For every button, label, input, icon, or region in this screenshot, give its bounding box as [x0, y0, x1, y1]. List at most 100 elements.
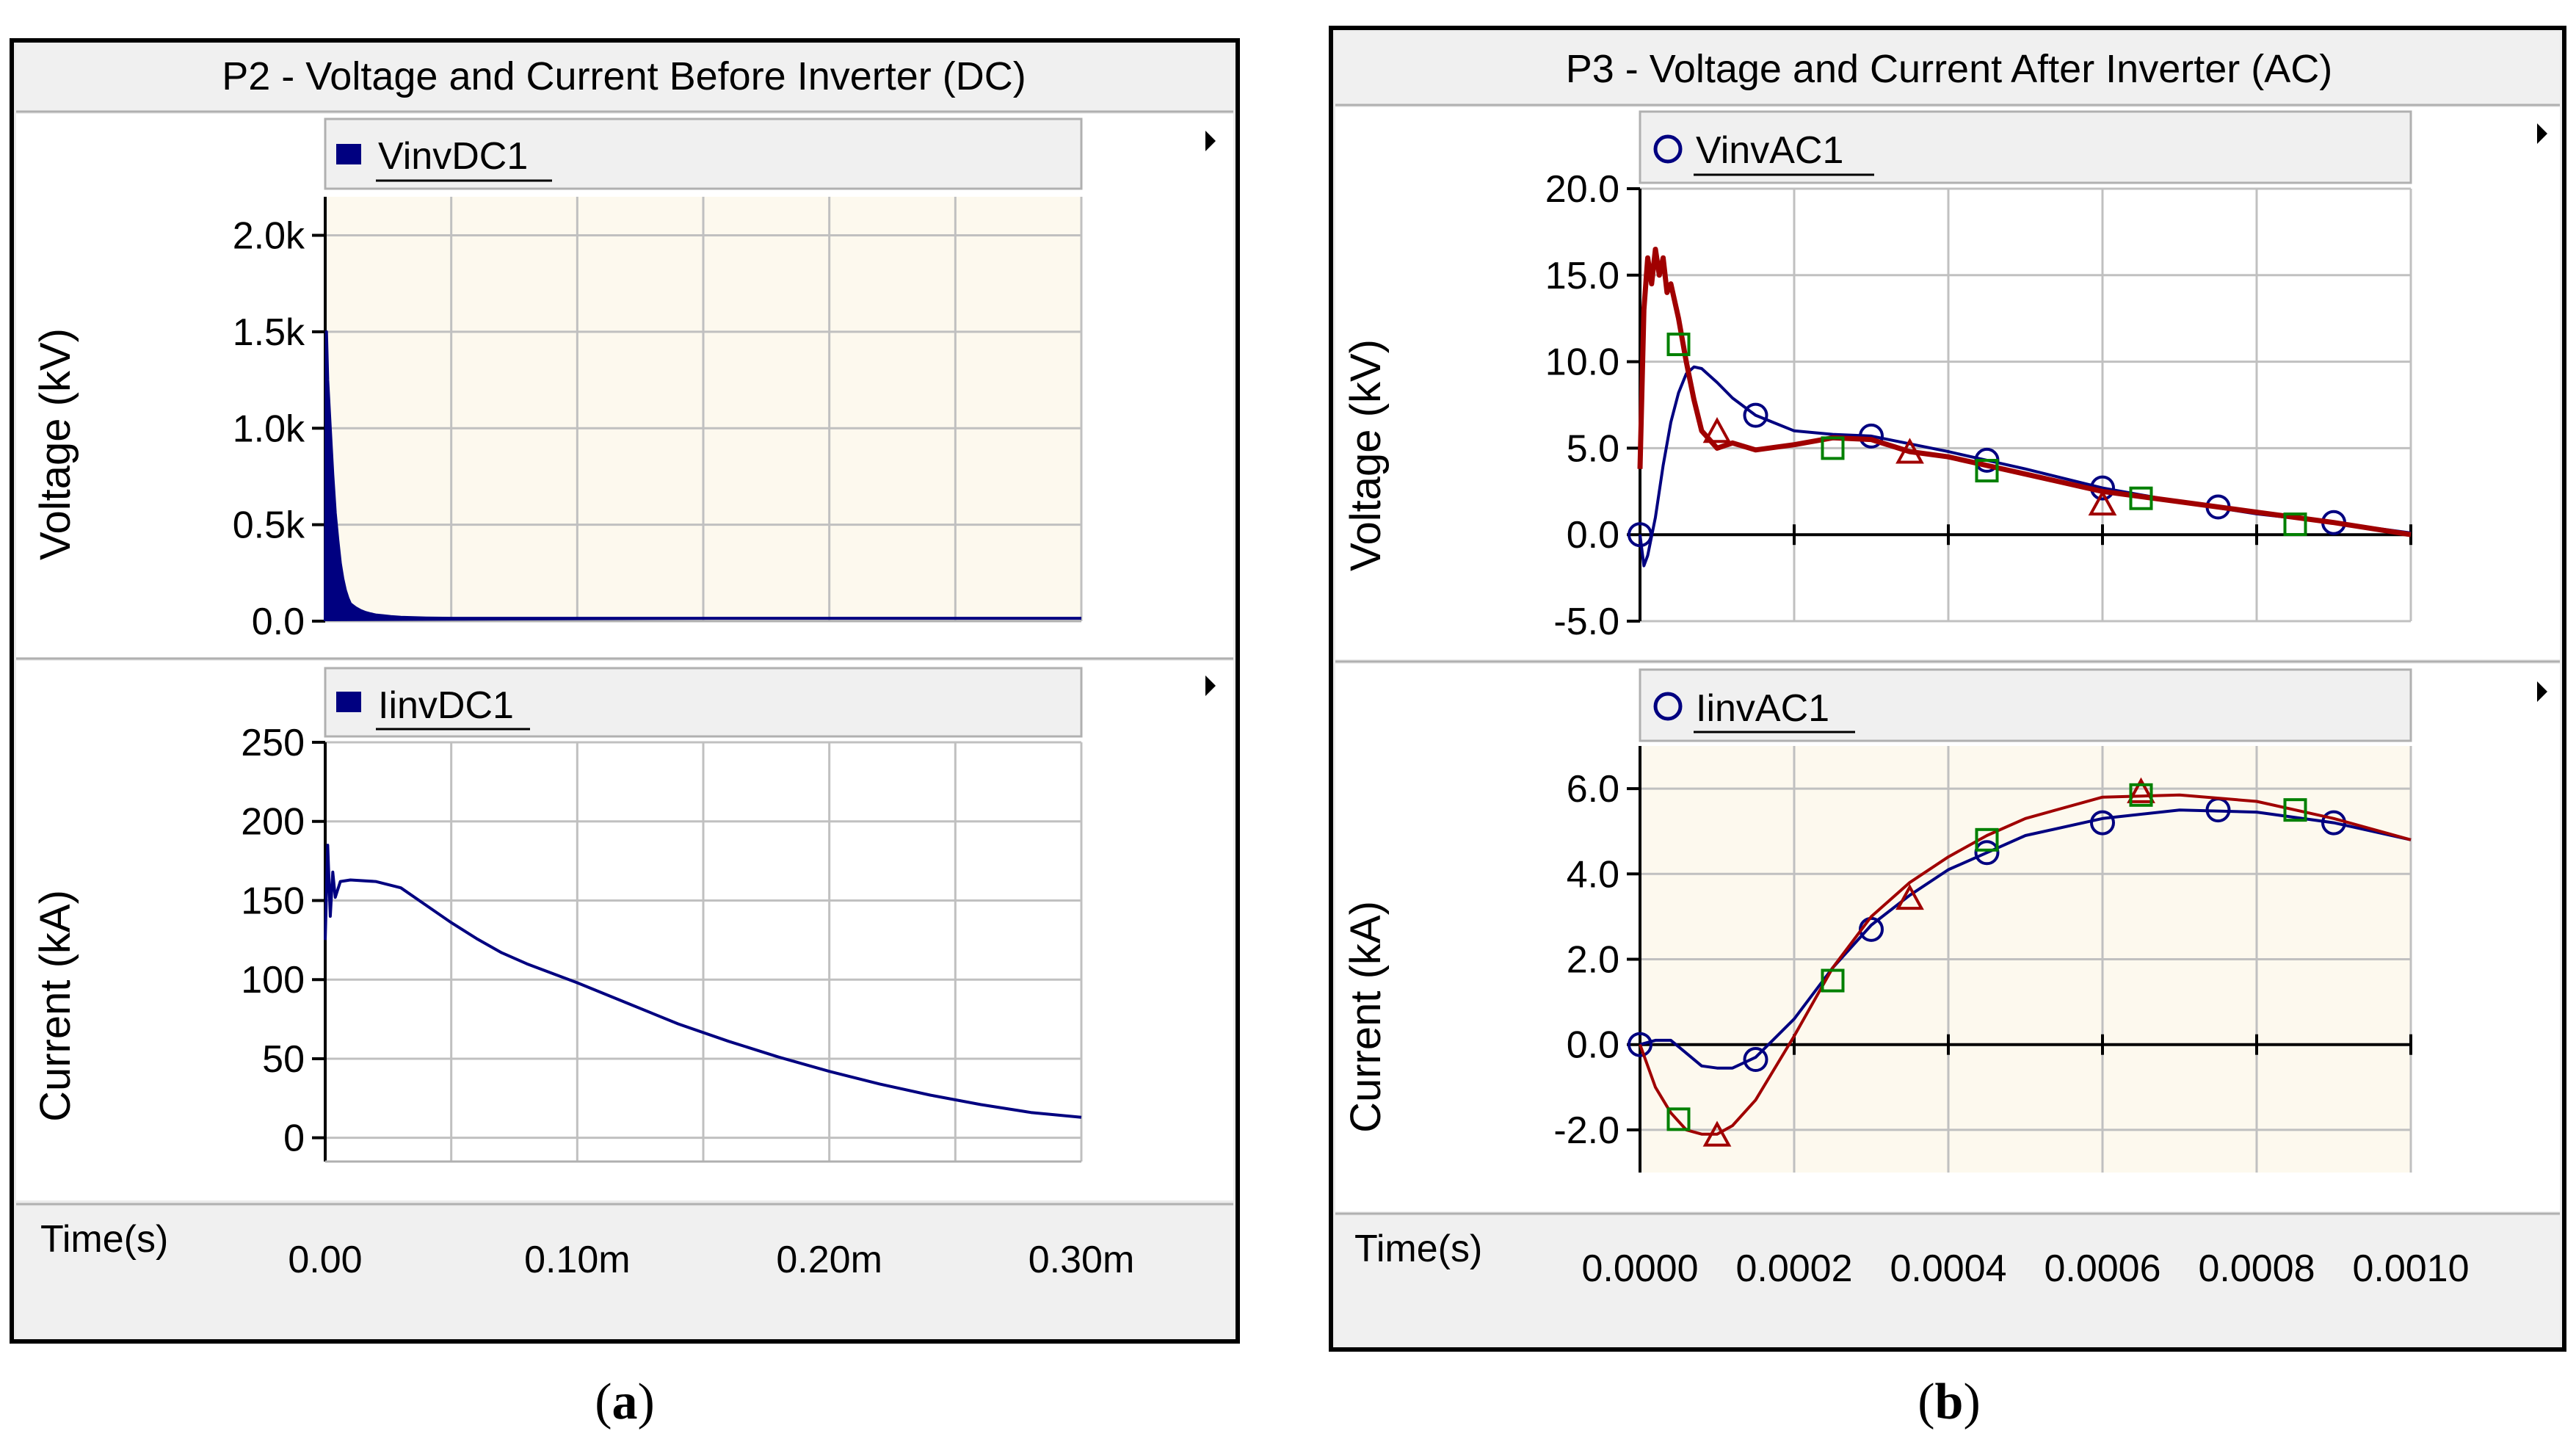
x-tick-label: 0.20m [776, 1239, 882, 1281]
legend-label-vinvdc1: VinvDC1 [378, 135, 528, 178]
data-point-square [1821, 436, 1845, 460]
y-tick-label: 250 [241, 722, 305, 764]
y-tick-label: 0.0 [252, 601, 305, 643]
y-tick-label: -2.0 [1553, 1109, 1619, 1152]
panel-a-title: P2 - Voltage and Current Before Inverter… [222, 54, 1026, 98]
data-point-square [2283, 798, 2307, 822]
data-point-triangle [2127, 777, 2155, 803]
y-tick-label: 1.5k [233, 311, 305, 354]
panel-b-legend-box-curr[interactable] [1639, 668, 2412, 742]
plot-a-current: 0 50 100 150 200 250 [241, 722, 1083, 1163]
legend-marker-circle-icon [1653, 134, 1683, 164]
y-tick-label: 2.0k [233, 215, 305, 258]
panel-a: P2 - Voltage and Current Before Inverter… [10, 38, 1240, 1344]
data-point-square [1821, 968, 1845, 993]
expand-arrow-icon[interactable] [2537, 681, 2547, 702]
panel-a-title-bar [16, 44, 1233, 110]
data-point-square [1666, 1107, 1691, 1131]
axis-label-voltage-a: Voltage (kV) [32, 328, 79, 560]
caption-b-open: ( [1918, 1374, 1934, 1430]
axis-label-voltage-b: Voltage (kV) [1342, 339, 1390, 571]
data-point-circle [1743, 1047, 1768, 1073]
data-point-triangle [1895, 884, 1924, 910]
data-point-square [1975, 827, 1999, 852]
y-tick-label: 200 [241, 801, 305, 844]
legend-label-vinvac1: VinvAC1 [1696, 129, 1843, 172]
panel-b-legend-box-volt[interactable] [1639, 110, 2412, 184]
data-point-square [2129, 486, 2153, 510]
plot-b-current: -2.0 0.0 2.0 4.0 6.0 [1553, 746, 2412, 1173]
legend-label-iinvac1: IinvAC1 [1696, 687, 1829, 730]
y-tick-label: 5.0 [1567, 427, 1619, 470]
x-tick-label: 0.0002 [1735, 1247, 1852, 1290]
y-tick-label: 150 [241, 880, 305, 922]
y-tick-label: -5.0 [1553, 601, 1619, 643]
expand-arrow-icon[interactable] [1205, 131, 1216, 151]
series-line-red [1637, 247, 2412, 537]
legend-marker-square-icon [336, 144, 361, 164]
data-point-triangle [2088, 490, 2117, 516]
x-tick-label: 0.0004 [1890, 1247, 2006, 1290]
y-tick-label: 20.0 [1545, 168, 1619, 211]
time-label-a: Time(s) [40, 1218, 168, 1261]
y-tick-label: 2.0 [1567, 939, 1619, 982]
caption-b-letter: b [1935, 1374, 1964, 1430]
legend-label-iinvdc1: IinvDC1 [378, 684, 514, 727]
x-tick-label: 0.0000 [1581, 1247, 1698, 1290]
data-point-circle [1628, 1032, 1652, 1057]
data-point-circle [2090, 810, 2115, 836]
y-tick-label: 15.0 [1545, 255, 1619, 297]
x-tick-label: 0.10m [524, 1239, 631, 1281]
axis-label-current-a: Current (kA) [32, 890, 79, 1122]
data-point-square [1975, 459, 1999, 483]
legend-marker-square-icon [336, 692, 361, 712]
y-tick-label: 100 [241, 959, 305, 1001]
data-point-triangle [1702, 1120, 1732, 1147]
caption-a-letter: a [612, 1374, 638, 1430]
series-line-iinvdc1 [324, 844, 1082, 1119]
expand-arrow-icon[interactable] [2537, 123, 2547, 144]
data-point-circle [1974, 840, 2000, 866]
x-tick-label: 0.0010 [2352, 1247, 2469, 1290]
panel-b: P3 - Voltage and Current After Inverter … [1329, 26, 2566, 1352]
data-point-square [2129, 783, 2153, 807]
x-tick-label: 0.0008 [2198, 1247, 2315, 1290]
y-tick-label: 1.0k [233, 407, 305, 450]
y-tick-label: 6.0 [1567, 768, 1619, 811]
xtick-labels-b: 0.0000 0.0002 0.0004 0.0006 0.0008 0.0010 [1581, 1247, 2469, 1290]
panel-b-title-bar [1335, 32, 2560, 104]
expand-arrow-icon[interactable] [1205, 675, 1216, 696]
y-tick-label: 0.0 [1567, 1024, 1619, 1067]
series-line-iinvac1 [1639, 808, 2412, 1070]
y-tick-label: 50 [262, 1038, 305, 1081]
plot-a-voltage: 0.0 0.5k 1.0k 1.5k 2.0k [233, 197, 1083, 643]
panel-a-legend-box-curr[interactable] [324, 667, 1083, 738]
panel-b-time-bar [1335, 1216, 2560, 1347]
y-tick-label: 10.0 [1545, 341, 1619, 384]
y-tick-label: 0.0 [1567, 514, 1619, 557]
data-point-triangle [1702, 417, 1732, 443]
y-tick-label: 4.0 [1567, 853, 1619, 896]
plot-b-voltage: -5.0 0.0 5.0 10.0 15.0 20.0 [1545, 168, 2412, 643]
data-point-circle [1628, 522, 1652, 548]
caption-a-close: ) [638, 1374, 655, 1430]
data-point-circle [1859, 423, 1884, 449]
plot-area [1640, 189, 2411, 621]
legend-marker-circle-icon [1653, 692, 1683, 721]
panel-a-legend-box-volt[interactable] [324, 117, 1083, 190]
y-tick-label: 0 [283, 1117, 305, 1160]
xtick-labels-a: 0.00 0.10m 0.20m 0.30m [288, 1239, 1134, 1281]
caption-b: (b) [1918, 1374, 1981, 1430]
series-line-vinvdc1 [324, 330, 1081, 622]
caption-a-open: ( [595, 1374, 612, 1430]
panel-a-time-bar [16, 1206, 1233, 1338]
axis-label-current-b: Current (kA) [1342, 901, 1390, 1133]
x-tick-label: 0.0006 [2044, 1247, 2160, 1290]
time-label-b: Time(s) [1354, 1228, 1482, 1270]
data-point-square [2283, 512, 2307, 537]
data-point-triangle [1895, 438, 1924, 464]
panel-b-title: P3 - Voltage and Current After Inverter … [1566, 47, 2332, 91]
data-point-circle [1743, 402, 1768, 428]
data-point-square [1666, 333, 1691, 357]
x-tick-label: 0.00 [288, 1239, 362, 1281]
